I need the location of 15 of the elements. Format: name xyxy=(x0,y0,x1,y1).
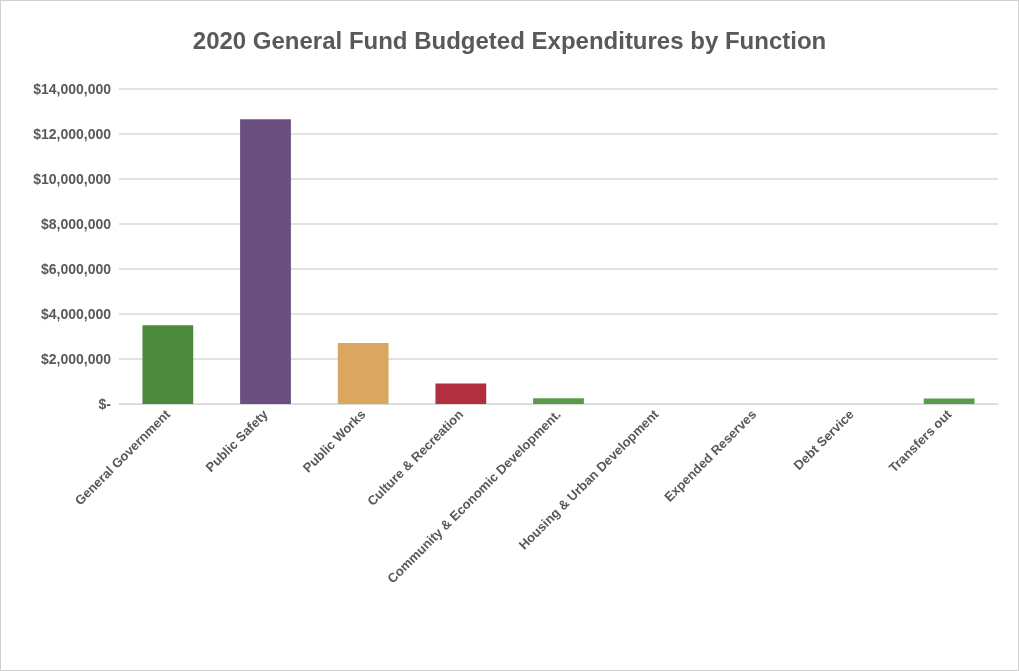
y-tick-label: $8,000,000 xyxy=(40,216,112,232)
y-tick-label: $6,000,000 xyxy=(40,261,112,277)
y-tick-label: $12,000,000 xyxy=(33,126,112,142)
bar xyxy=(240,119,291,404)
y-tick-label: $14,000,000 xyxy=(33,81,112,97)
chart-title: 2020 General Fund Budgeted Expenditures by Function xyxy=(192,26,827,54)
bar xyxy=(923,398,975,404)
bar xyxy=(337,343,389,404)
y-tick-label: $4,000,000 xyxy=(40,306,112,322)
bar xyxy=(533,398,584,404)
bar xyxy=(435,383,487,404)
y-tick-label: $2,000,000 xyxy=(40,351,112,367)
y-tick-label: $- xyxy=(98,396,112,412)
bar xyxy=(142,325,194,404)
y-tick-label: $10,000,000 xyxy=(33,171,112,187)
